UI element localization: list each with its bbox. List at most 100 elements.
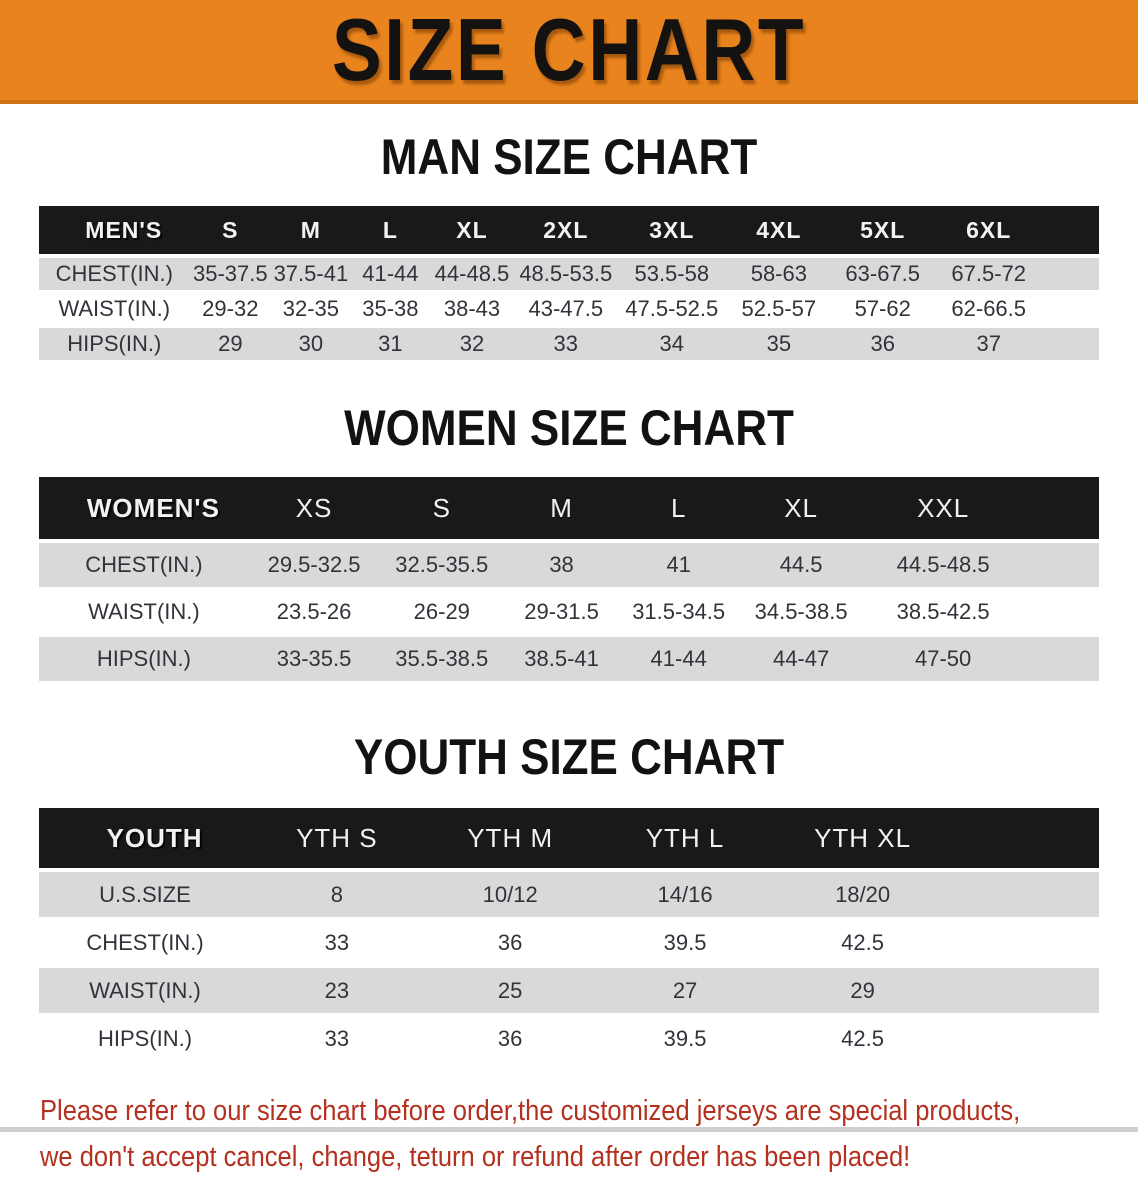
- value-cell: 52.5-57: [725, 291, 832, 328]
- value-cell: 44.5: [738, 541, 864, 590]
- men-section-title: MAN SIZE CHART: [380, 129, 758, 185]
- table-row: U.S.SIZE 8 10/12 14/16 18/20: [39, 870, 1099, 920]
- size-header-cell: L: [350, 206, 431, 258]
- row-label: HIPS(IN.): [39, 1014, 251, 1064]
- table-row: WAIST(IN.) 23.5-26 26-29 29-31.5 31.5-34…: [39, 588, 1099, 637]
- spacer-cell: [952, 966, 1099, 1016]
- value-cell: 57-62: [831, 291, 934, 328]
- value-cell: 29: [772, 966, 953, 1016]
- table-row: WAIST(IN.) 23 25 27 29: [39, 966, 1099, 1016]
- spacer-cell: [1022, 588, 1099, 637]
- value-cell: 38: [504, 541, 619, 590]
- value-cell: 36: [422, 918, 598, 968]
- value-cell: 34.5-38.5: [738, 588, 864, 637]
- value-cell: 37: [933, 326, 1044, 363]
- value-cell: 63-67.5: [831, 256, 934, 293]
- value-cell: 23: [251, 966, 423, 1016]
- size-header-cell: YTH M: [422, 808, 598, 872]
- bottom-divider: [0, 1127, 1138, 1132]
- table-row: CHEST(IN.) 33 36 39.5 42.5: [39, 918, 1099, 968]
- value-cell: 32: [430, 326, 514, 363]
- youth-size-table: YOUTH YTH S YTH M YTH L YTH XL U.S.SIZE …: [39, 808, 1099, 1064]
- value-cell: 33: [513, 326, 618, 363]
- value-cell: 47.5-52.5: [617, 291, 726, 328]
- size-header-cell: 4XL: [725, 206, 832, 258]
- value-cell: 38.5-41: [504, 635, 619, 684]
- size-header-cell: XS: [248, 477, 380, 543]
- value-cell: 43-47.5: [513, 291, 618, 328]
- value-cell: 29-32: [189, 291, 272, 328]
- value-cell: 47-50: [863, 635, 1023, 684]
- value-cell: 41: [618, 541, 739, 590]
- size-header-cell: L: [618, 477, 739, 543]
- table-row: CHEST(IN.) 35-37.5 37.5-41 41-44 44-48.5…: [39, 256, 1099, 293]
- value-cell: 35-37.5: [189, 256, 272, 293]
- size-header-cell: 6XL: [933, 206, 1044, 258]
- table-row: HIPS(IN.) 33 36 39.5 42.5: [39, 1014, 1099, 1064]
- row-label: CHEST(IN.): [39, 918, 251, 968]
- size-header-cell: 2XL: [513, 206, 618, 258]
- women-header-row: WOMEN'S XS S M L XL XXL: [39, 477, 1099, 543]
- spacer-cell: [952, 918, 1099, 968]
- size-header-cell: 3XL: [617, 206, 726, 258]
- spacer-cell: [1043, 256, 1099, 293]
- value-cell: 62-66.5: [933, 291, 1044, 328]
- value-cell: 44-48.5: [430, 256, 514, 293]
- spacer-cell: [1022, 477, 1099, 543]
- spacer-cell: [1043, 291, 1099, 328]
- value-cell: 29-31.5: [504, 588, 619, 637]
- size-header-cell: M: [271, 206, 351, 258]
- value-cell: 30: [271, 326, 351, 363]
- value-cell: 29: [189, 326, 272, 363]
- row-label: HIPS(IN.): [39, 635, 249, 684]
- value-cell: 18/20: [772, 870, 953, 920]
- value-cell: 23.5-26: [248, 588, 380, 637]
- value-cell: 35.5-38.5: [379, 635, 505, 684]
- size-header-cell: 5XL: [831, 206, 934, 258]
- value-cell: 39.5: [597, 918, 773, 968]
- spacer-cell: [952, 870, 1099, 920]
- size-header-cell: XL: [430, 206, 514, 258]
- value-cell: 31.5-34.5: [618, 588, 739, 637]
- size-header-cell: YTH L: [597, 808, 773, 872]
- value-cell: 14/16: [597, 870, 773, 920]
- banner: SIZE CHART: [0, 0, 1138, 104]
- row-label: CHEST(IN.): [39, 256, 190, 293]
- value-cell: 53.5-58: [617, 256, 726, 293]
- youth-section-title: YOUTH SIZE CHART: [353, 729, 785, 785]
- table-row: HIPS(IN.) 29 30 31 32 33 34 35 36 37: [39, 326, 1099, 363]
- size-header-cell: M: [504, 477, 619, 543]
- disclaimer-line-2: we don't accept cancel, change, teturn o…: [40, 1141, 911, 1173]
- disclaimer-line-1: Please refer to our size chart before or…: [40, 1095, 1021, 1127]
- size-header-cell: YTH XL: [772, 808, 953, 872]
- row-label: WAIST(IN.): [39, 291, 190, 328]
- value-cell: 41-44: [350, 256, 431, 293]
- value-cell: 31: [350, 326, 431, 363]
- value-cell: 36: [422, 1014, 598, 1064]
- spacer-cell: [1022, 635, 1099, 684]
- value-cell: 10/12: [422, 870, 598, 920]
- value-cell: 36: [831, 326, 934, 363]
- row-label: CHEST(IN.): [39, 541, 249, 590]
- value-cell: 33-35.5: [248, 635, 380, 684]
- men-header-row: MEN'S S M L XL 2XL 3XL 4XL 5XL 6XL: [39, 206, 1099, 258]
- value-cell: 26-29: [379, 588, 505, 637]
- table-row: HIPS(IN.) 33-35.5 35.5-38.5 38.5-41 41-4…: [39, 635, 1099, 684]
- table-row: WAIST(IN.) 29-32 32-35 35-38 38-43 43-47…: [39, 291, 1099, 328]
- size-header-cell: XL: [738, 477, 864, 543]
- row-label: WAIST(IN.): [39, 588, 249, 637]
- table-row: CHEST(IN.) 29.5-32.5 32.5-35.5 38 41 44.…: [39, 541, 1099, 590]
- size-header-cell: XXL: [863, 477, 1023, 543]
- value-cell: 48.5-53.5: [513, 256, 618, 293]
- value-cell: 33: [251, 1014, 423, 1064]
- value-cell: 42.5: [772, 1014, 953, 1064]
- value-cell: 37.5-41: [271, 256, 351, 293]
- value-cell: 39.5: [597, 1014, 773, 1064]
- spacer-cell: [952, 1014, 1099, 1064]
- spacer-cell: [1043, 206, 1099, 258]
- row-label: WAIST(IN.): [39, 966, 251, 1016]
- value-cell: 58-63: [725, 256, 832, 293]
- women-size-table: WOMEN'S XS S M L XL XXL CHEST(IN.) 29.5-…: [39, 477, 1099, 684]
- men-group-label: MEN'S: [39, 206, 190, 258]
